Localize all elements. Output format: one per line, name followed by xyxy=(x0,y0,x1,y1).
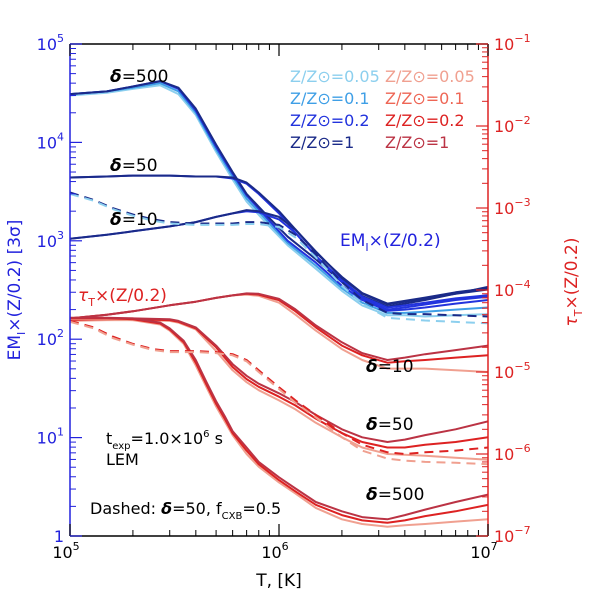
y-left-tick-label: 101 xyxy=(37,426,64,448)
y-right-tick-label: 10−3 xyxy=(494,196,531,218)
tau-series-delta10-z1 xyxy=(70,292,488,361)
plot-area xyxy=(70,44,488,536)
y-right-title-tau: τ xyxy=(562,315,582,326)
blue-legend-entry: Z/Z⊙=0.05 xyxy=(290,67,380,86)
x-tick-label: 106 xyxy=(261,540,288,562)
x-axis-title: T, [K] xyxy=(255,571,302,591)
legend-blue: Z/Z⊙=0.05 Z/Z⊙=0.1 Z/Z⊙=0.2 Z/Z⊙=1 xyxy=(290,67,380,152)
red-legend-entry: Z/Z⊙=0.05 xyxy=(385,67,475,86)
tau-series-label: τT×(Z/0.2) xyxy=(78,286,167,309)
delta-10-bottom-label: δ=10 xyxy=(366,357,414,377)
y-right-title-sub: T xyxy=(572,309,585,317)
y-right-tick-label: 10−7 xyxy=(494,524,531,546)
blue-legend-entry: Z/Z⊙=1 xyxy=(290,133,354,152)
red-legend-entry: Z/Z⊙=0.2 xyxy=(385,111,465,130)
delta-500-top-label: δ=500 xyxy=(110,67,168,87)
em-series-delta500-z0.05 xyxy=(70,84,488,318)
ticks-layer: 105 106 107 1 101 102 103 104 105 10−7 10−6 10−5 10−… xyxy=(37,32,531,562)
y-right-axis-title: τT×(Z/0.2) xyxy=(562,238,585,327)
y-left-tick-label: 1 xyxy=(54,527,64,546)
delta-500-bottom-label: δ=500 xyxy=(366,485,424,505)
blue-legend-entry: Z/Z⊙=0.2 xyxy=(290,111,370,130)
y-right-tick-label: 10−1 xyxy=(494,32,531,54)
em-series-delta50-z0.05-dashed xyxy=(70,192,488,325)
y-left-tick-label: 102 xyxy=(37,327,64,349)
exposure-label: texp=1.0×106 s xyxy=(106,429,223,452)
legend-red: Z/Z⊙=0.05 Z/Z⊙=0.1 Z/Z⊙=0.2 Z/Z⊙=1 xyxy=(385,67,475,152)
em-series-delta500-z1 xyxy=(70,80,488,308)
tau-series-delta500-z1 xyxy=(70,316,488,521)
y-left-title-em: EM xyxy=(5,335,25,360)
y-left-tick-label: 104 xyxy=(37,130,64,152)
y-right-tick-label: 10−4 xyxy=(494,278,531,300)
y-left-tick-label: 105 xyxy=(37,32,64,54)
red-legend-entry: Z/Z⊙=1 xyxy=(385,133,449,152)
delta-50-bottom-label: δ=50 xyxy=(366,415,414,435)
y-left-title-sub: I xyxy=(15,332,28,335)
blue-legend-entry: Z/Z⊙=0.1 xyxy=(290,89,370,108)
y-right-tick-label: 10−5 xyxy=(494,360,531,382)
y-right-tick-label: 10−6 xyxy=(494,442,531,464)
delta-50-top-label: δ=50 xyxy=(110,156,158,176)
em-series-delta10-z1 xyxy=(70,209,488,306)
y-right-tick-label: 10−2 xyxy=(494,114,531,136)
x-tick-label: 105 xyxy=(52,540,79,562)
em-series-label: EMI×(Z/0.2) xyxy=(340,231,441,254)
tau-series-delta50-z0.2-dashed xyxy=(70,319,488,455)
red-legend-entry: Z/Z⊙=0.1 xyxy=(385,89,465,108)
dashed-note: Dashed: δ=50, fCXB=0.5 xyxy=(90,499,281,522)
y-left-tick-label: 103 xyxy=(37,229,64,251)
y-left-axis-title: EMI×(Z/0.2) [3σ] xyxy=(5,220,28,361)
em-series-delta50-z0.2-dashed xyxy=(70,191,488,318)
tau-series-delta50-z0.05-dashed xyxy=(70,320,488,466)
tau-series-delta50-z1 xyxy=(70,317,488,443)
x-tick-label: 107 xyxy=(470,540,497,562)
instrument-label: LEM xyxy=(106,450,139,469)
series-layer xyxy=(70,80,488,528)
y-left-title-rest: ×(Z/0.2) [3σ] xyxy=(5,220,25,332)
y-right-title-rest: ×(Z/0.2) xyxy=(562,238,582,310)
delta-10-top-label: δ=10 xyxy=(110,210,158,230)
em-series-delta500-z0.1 xyxy=(70,82,488,314)
